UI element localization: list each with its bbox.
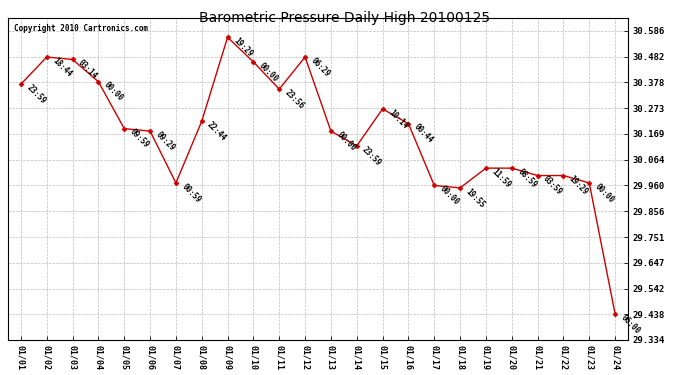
Text: 00:44: 00:44 bbox=[413, 123, 435, 145]
Text: 11:59: 11:59 bbox=[490, 167, 513, 190]
Text: 19:29: 19:29 bbox=[567, 174, 590, 197]
Text: 00:00: 00:00 bbox=[335, 130, 357, 153]
Text: 18:44: 18:44 bbox=[50, 56, 73, 78]
Text: 06:00: 06:00 bbox=[619, 313, 642, 335]
Text: 19:29: 19:29 bbox=[231, 36, 254, 59]
Text: 08:59: 08:59 bbox=[515, 167, 538, 190]
Text: 22:44: 22:44 bbox=[206, 120, 228, 143]
Text: 09:29: 09:29 bbox=[154, 130, 177, 153]
Text: 06:29: 06:29 bbox=[309, 56, 332, 78]
Text: 10:14: 10:14 bbox=[386, 108, 409, 130]
Text: Copyright 2010 Cartronics.com: Copyright 2010 Cartronics.com bbox=[14, 24, 148, 33]
Text: 00:00: 00:00 bbox=[257, 61, 280, 83]
Text: 23:59: 23:59 bbox=[25, 83, 48, 106]
Text: 03:14: 03:14 bbox=[77, 58, 99, 81]
Text: 00:00: 00:00 bbox=[438, 184, 461, 207]
Text: 03:59: 03:59 bbox=[542, 174, 564, 197]
Text: 00:00: 00:00 bbox=[593, 182, 616, 204]
Text: 00:59: 00:59 bbox=[180, 182, 202, 204]
Text: 19:55: 19:55 bbox=[464, 187, 486, 209]
Text: Barometric Pressure Daily High 20100125: Barometric Pressure Daily High 20100125 bbox=[199, 11, 491, 25]
Text: 23:59: 23:59 bbox=[361, 145, 384, 167]
Text: 00:00: 00:00 bbox=[102, 81, 125, 103]
Text: 23:56: 23:56 bbox=[283, 88, 306, 111]
Text: 09:59: 09:59 bbox=[128, 128, 151, 150]
